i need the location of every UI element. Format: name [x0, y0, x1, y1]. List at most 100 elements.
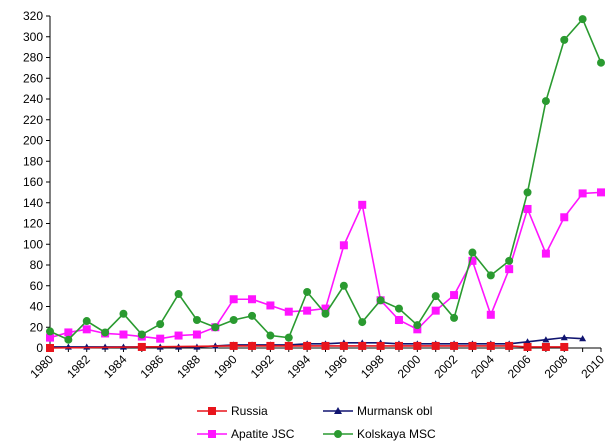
data-point — [174, 331, 183, 340]
x-tick-label: 2010 — [578, 352, 607, 381]
data-point — [64, 328, 73, 337]
data-point — [46, 344, 54, 352]
x-tick-label: 1988 — [174, 352, 203, 381]
data-point — [523, 204, 532, 213]
y-tick-label: 60 — [30, 279, 44, 293]
data-point — [450, 313, 459, 322]
data-point — [321, 341, 330, 350]
data-point — [192, 315, 201, 324]
x-tick-label: 2002 — [431, 352, 460, 381]
y-tick-label: 120 — [23, 217, 43, 231]
x-tick-label: 2006 — [505, 352, 534, 381]
data-point — [578, 15, 587, 24]
data-point — [284, 333, 293, 342]
data-point — [303, 341, 312, 350]
x-tick-label: 1990 — [211, 352, 240, 381]
data-point — [450, 291, 459, 300]
y-tick-label: 200 — [23, 134, 43, 148]
data-point — [321, 309, 330, 318]
data-point — [156, 334, 165, 343]
data-point — [431, 306, 440, 315]
y-tick-label: 100 — [23, 237, 43, 251]
data-point — [524, 338, 532, 345]
data-point — [431, 341, 440, 350]
data-point — [303, 287, 312, 296]
x-tick-label: 1984 — [101, 352, 130, 381]
data-point — [560, 342, 569, 351]
y-tick-label: 160 — [23, 175, 43, 189]
x-tick-label: 1980 — [27, 352, 56, 381]
legend-label: Murmansk obl — [357, 404, 432, 418]
y-tick-label: 180 — [23, 154, 43, 168]
series-russia — [46, 341, 569, 352]
data-point — [119, 309, 128, 318]
data-point — [229, 341, 238, 350]
data-point — [137, 342, 146, 351]
data-point — [101, 328, 110, 337]
data-point — [486, 341, 495, 350]
data-point — [468, 341, 477, 350]
data-point — [394, 341, 403, 350]
x-tick-label: 1986 — [138, 352, 167, 381]
y-tick-label: 320 — [23, 9, 43, 23]
data-point — [486, 271, 495, 280]
y-tick-label: 220 — [23, 113, 43, 127]
y-tick-label: 300 — [23, 30, 43, 44]
data-point — [266, 301, 275, 310]
data-point — [468, 248, 477, 257]
y-tick-label: 260 — [23, 71, 43, 85]
data-point — [541, 249, 550, 258]
data-point — [358, 341, 367, 350]
x-tick-label: 2008 — [542, 352, 571, 381]
data-point — [376, 341, 385, 350]
data-point — [46, 327, 54, 336]
x-tick-label: 1994 — [284, 352, 313, 381]
data-point — [413, 321, 422, 330]
x-tick-label: 1996 — [321, 352, 350, 381]
y-tick-label: 20 — [30, 320, 44, 334]
data-point — [413, 341, 422, 350]
legend-item: Apatite JSC — [197, 427, 295, 441]
data-point — [156, 320, 165, 329]
data-point — [579, 335, 587, 342]
data-point — [339, 241, 348, 250]
data-point — [82, 325, 91, 334]
data-point — [137, 330, 146, 339]
legend-label: Russia — [231, 404, 268, 418]
data-point — [208, 430, 216, 438]
legend-item: Kolskaya MSC — [323, 427, 436, 441]
data-point — [505, 256, 514, 265]
series-line — [49, 17, 602, 341]
data-point — [560, 213, 569, 222]
data-point — [46, 333, 54, 342]
y-tick-label: 240 — [23, 92, 43, 106]
series-kolskaya-msc — [46, 15, 605, 344]
data-point — [450, 341, 459, 350]
y-tick-label: 140 — [23, 196, 43, 210]
data-point — [229, 315, 238, 324]
data-point — [541, 342, 550, 351]
legend-item: Murmansk obl — [323, 404, 432, 418]
data-point — [468, 256, 477, 265]
data-point — [284, 307, 293, 316]
legend-label: Kolskaya MSC — [357, 427, 436, 441]
series-apatite-jsc — [46, 188, 605, 343]
data-point — [394, 304, 403, 313]
data-point — [321, 304, 330, 313]
x-tick-label: 2004 — [468, 352, 497, 381]
data-point — [578, 189, 587, 198]
y-tick-label: 280 — [23, 51, 43, 65]
data-point — [358, 318, 367, 327]
data-point — [82, 317, 91, 326]
x-tick-label: 2000 — [395, 352, 424, 381]
data-point — [211, 323, 220, 332]
data-point — [266, 331, 275, 340]
data-point — [523, 188, 532, 197]
data-point — [248, 311, 257, 320]
data-point — [486, 310, 495, 319]
data-point — [339, 281, 348, 290]
y-tick-label: 80 — [30, 258, 44, 272]
data-point — [192, 330, 201, 339]
